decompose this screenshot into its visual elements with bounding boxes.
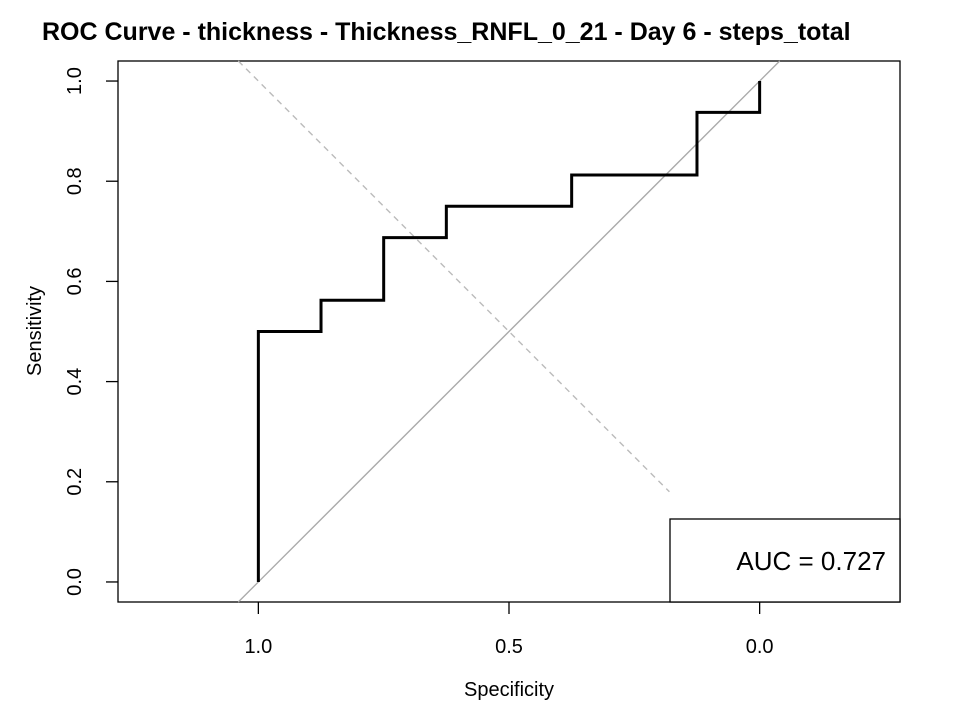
dashed-reference-line — [237, 60, 670, 493]
chart-title: ROC Curve - thickness - Thickness_RNFL_0… — [42, 18, 851, 46]
roc-curve-line — [256, 81, 762, 582]
y-tick-label: 0.0 — [64, 568, 86, 596]
y-axis-label: Sensitivity — [24, 286, 46, 376]
y-tick-label: 0.4 — [64, 368, 86, 396]
x-axis: 1.0 0.5 0.0 — [244, 602, 774, 658]
y-tick-label: 0.2 — [64, 468, 86, 496]
x-tick-label: 1.0 — [244, 636, 272, 658]
auc-value-label: AUC = 0.727 — [736, 546, 886, 576]
y-axis: 0.0 0.2 0.4 0.6 0.8 1.0 — [64, 67, 118, 596]
y-tick-label: 1.0 — [64, 67, 86, 95]
chance-diagonal-line — [237, 60, 781, 603]
x-axis-label: Specificity — [464, 679, 554, 701]
y-tick-label: 0.6 — [64, 268, 86, 296]
x-tick-label: 0.5 — [495, 636, 523, 658]
x-tick-label: 0.0 — [746, 636, 774, 658]
y-tick-label: 0.8 — [64, 167, 86, 195]
auc-legend-box — [669, 518, 901, 603]
auc-legend: AUC = 0.727 — [669, 518, 901, 603]
